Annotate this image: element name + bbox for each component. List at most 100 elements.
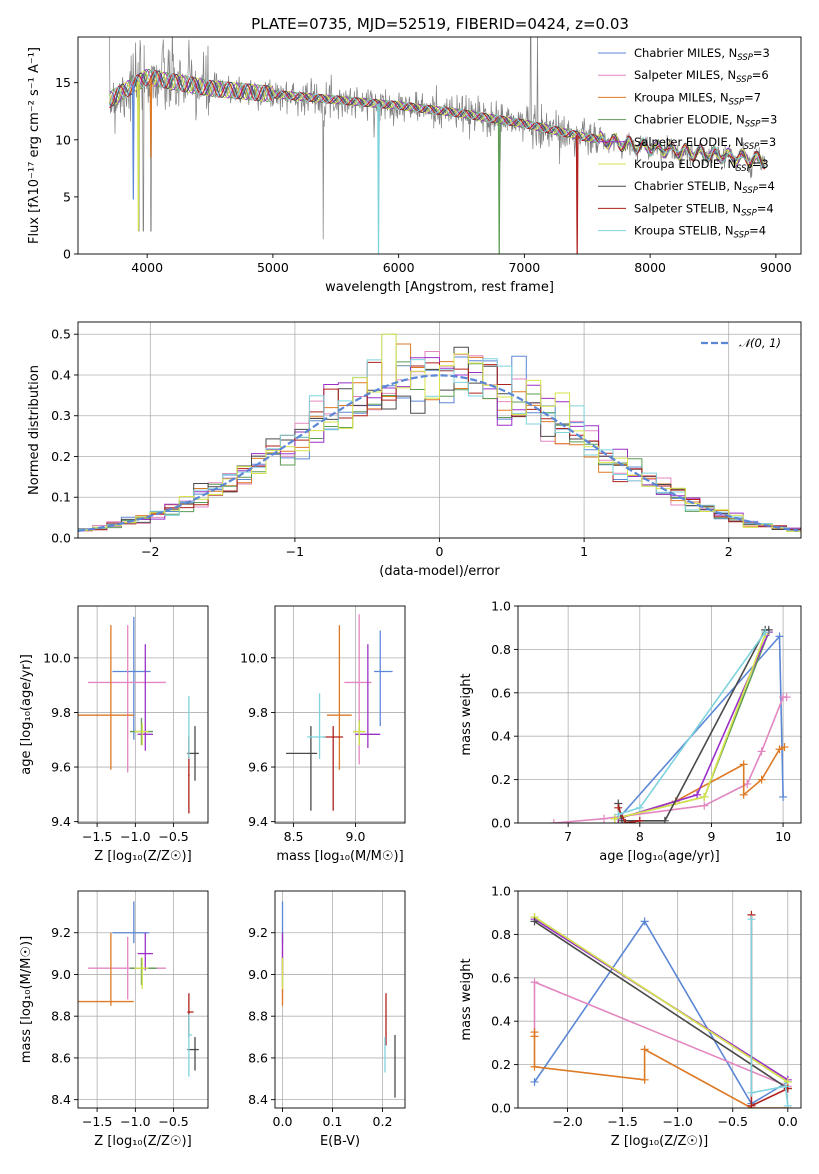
axes-frame	[77, 605, 209, 824]
mass-weight-line-0	[533, 919, 789, 1105]
errorbar-point-1	[87, 625, 166, 773]
x-tick-label: −1	[286, 544, 304, 559]
x-tick-label: 9.0	[346, 829, 366, 844]
y-tick-label: 10.0	[240, 650, 268, 665]
mass-weight-marker-1	[549, 819, 558, 823]
x-tick-label: −1.0	[120, 1114, 150, 1129]
y-tick-label: 9.0	[51, 967, 71, 982]
axes-frame	[517, 890, 802, 1109]
errorbar-point-8	[188, 696, 190, 759]
x-tick-label: 0.0	[778, 1114, 798, 1129]
legend-entry-7: Salpeter STELIB, NSSP=4	[634, 201, 774, 218]
mass-weight-marker-4	[693, 790, 702, 799]
axis-ticks: 8.5 9.0 9.4 9.6 9.8 10.0	[240, 650, 365, 844]
mass-weight-marker-2	[757, 775, 766, 784]
y-axis-label: mass weight	[459, 673, 474, 755]
mass-weight-marker-2	[640, 1075, 649, 1084]
x-tick-label: −0.5	[718, 1114, 748, 1129]
grid-lines	[518, 890, 801, 1109]
mass-weight-marker-8	[635, 803, 644, 812]
legend-tail: =4	[749, 224, 766, 238]
mass-weight-marker-1	[743, 779, 752, 788]
legend-main: Kroupa STELIB, N	[634, 224, 734, 238]
histogram-series-5	[78, 333, 801, 532]
y-tick-label: 10	[55, 132, 71, 147]
x-tick-label: −1.5	[82, 1114, 112, 1129]
y-tick-label: 9.4	[248, 814, 268, 829]
axis-ticks: −2.0 −1.5 −1.0 −0.5 0.0 0.0 0.2 0.4 0.6 0.8 1.0	[491, 884, 798, 1130]
y-tick-label: 9.8	[51, 705, 71, 720]
mass-weight-marker-1	[599, 814, 608, 823]
plot-area	[549, 625, 791, 823]
grid-lines	[78, 606, 208, 823]
y-axis-label: Flux [fλ10⁻¹⁷ erg cm⁻² s⁻¹ A⁻¹]	[27, 47, 42, 244]
mass-vs-metallicity-panel: −1.5 −1.0 −0.5 8.4 8.6 8.8 9.0 9.2 Z [log₁₀(Z/Z☉…	[19, 890, 209, 1149]
y-tick-label: 0.2	[51, 449, 71, 464]
axis-ticks: 4000 5000 6000 7000 8000 9000 0 5 10 15	[55, 75, 792, 275]
mass-weight-marker-2	[775, 745, 784, 754]
absorption-dip	[575, 135, 579, 254]
mass-weight-marker-2	[739, 760, 748, 769]
y-tick-label: 0.8	[491, 642, 511, 657]
x-tick-label: 1	[580, 544, 588, 559]
mass-weight-marker-2	[640, 1045, 649, 1054]
x-axis-label: E(B-V)	[320, 1134, 360, 1149]
axes-frame	[77, 321, 802, 539]
mass-weight-marker-8	[781, 1082, 790, 1091]
y-tick-label: 9.4	[51, 814, 71, 829]
x-tick-label: 9000	[760, 260, 792, 275]
legend-main: Salpeter ELODIE, N	[634, 135, 744, 149]
x-tick-label: −1.0	[120, 829, 150, 844]
mass-weight-marker-2	[530, 1062, 539, 1071]
y-tick-label: 0.6	[491, 685, 511, 700]
legend-entry-1: Salpeter MILES, NSSP=6	[634, 68, 769, 85]
errorbar-point-8	[188, 1014, 192, 1077]
legend-entry-8: Kroupa STELIB, NSSP=4	[634, 224, 766, 241]
y-tick-label: 0.0	[51, 531, 71, 546]
legend-main: Kroupa ELODIE, N	[634, 157, 736, 171]
age-vs-mass-panel: 8.5 9.0 9.4 9.6 9.8 10.0 mass [log₁₀(M/M☉)]	[240, 605, 406, 864]
plot-area	[286, 614, 393, 811]
y-tick-label: 8.8	[248, 1009, 268, 1024]
errorbar-point-6	[286, 726, 318, 811]
model-spectrum-8	[108, 69, 766, 169]
x-axis-label: Z [log₁₀(Z/Z☉)]	[611, 1134, 708, 1149]
y-tick-label: 9.0	[248, 967, 268, 982]
legend-subscript: SSP	[736, 164, 752, 174]
legend-entry-4: Salpeter ELODIE, NSSP=3	[634, 135, 776, 152]
axis-ticks: −2 −1 0 1 2 0.0 0.1 0.2 0.3 0.4 0.5	[51, 327, 733, 559]
mass-weight-vs-age-panel: 7 8 9 10 0.0 0.2 0.4 0.6 0.8 1.0 age [log₁₀(age/yr…	[459, 599, 802, 864]
mass-weight-line-5	[534, 916, 789, 1083]
legend-subscript: SSP	[745, 120, 761, 130]
mass-weight-marker-0	[530, 1077, 539, 1086]
axes-frame	[274, 890, 406, 1109]
absorption-dip	[377, 103, 380, 254]
legend-subscript: SSP	[742, 186, 758, 196]
legend-subscript: SSP	[734, 231, 750, 241]
model-spectrum-4	[109, 68, 766, 167]
y-tick-label: 9.6	[248, 760, 268, 775]
legend-subscript: SSP	[729, 97, 745, 107]
model-spectrum-5	[109, 70, 766, 168]
axis-ticks: 0.0 0.1 0.2 8.4 8.6 8.8 9.0 9.2	[248, 925, 392, 1129]
mass-weight-marker-8	[747, 1088, 756, 1097]
legend-tail: =4	[758, 179, 775, 193]
residual-histogram-panel: −2 −1 0 1 2 0.0 0.1 0.2 0.3 0.4 0.5 (data-model)/er…	[27, 321, 802, 579]
x-axis-label: (data-model)/error	[379, 564, 500, 579]
legend-subscript: SSP	[741, 208, 757, 218]
axis-ticks: 7 8 9 10 0.0 0.2 0.4 0.6 0.8 1.0	[491, 599, 791, 845]
plot-area	[281, 901, 396, 1098]
mass-vs-extinction-panel: 0.0 0.1 0.2 8.4 8.6 8.8 9.0 9.2 E(B-V)	[248, 890, 406, 1149]
x-tick-label: 8.5	[284, 829, 304, 844]
legend-subscript: SSP	[736, 75, 752, 85]
x-axis-label: wavelength [Angstrom, rest frame]	[325, 280, 554, 295]
x-tick-label: 0.1	[323, 1114, 343, 1129]
errorbar-point-7	[323, 726, 344, 811]
x-tick-label: 10	[775, 829, 791, 844]
legend-main: Salpeter MILES, N	[634, 68, 736, 82]
y-tick-label: 0.4	[491, 1014, 511, 1029]
x-tick-label: −0.5	[158, 1114, 188, 1129]
x-axis-label: age [log₁₀(age/yr)]	[599, 849, 720, 864]
y-tick-label: 9.6	[51, 760, 71, 775]
